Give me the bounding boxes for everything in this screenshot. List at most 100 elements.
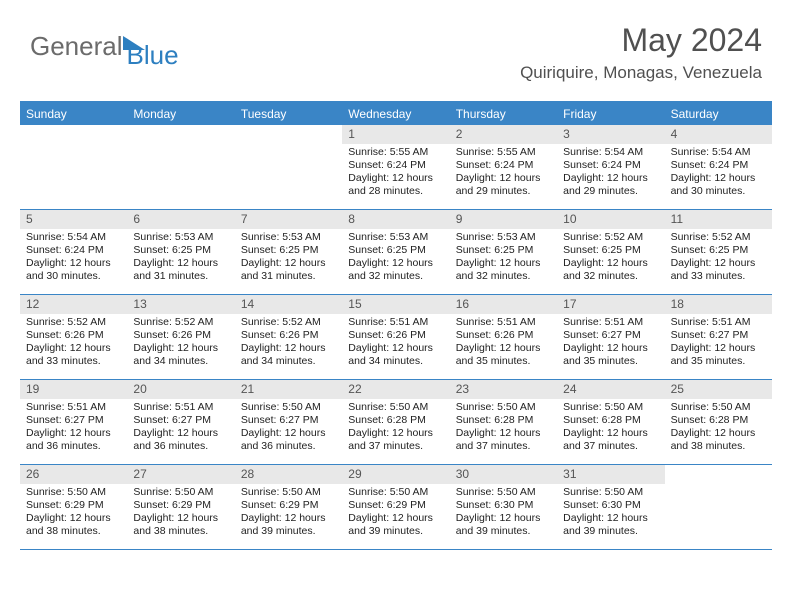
sunrise-line: Sunrise: 5:53 AM — [348, 231, 443, 244]
calendar-cell: 6Sunrise: 5:53 AMSunset: 6:25 PMDaylight… — [127, 210, 234, 294]
day-number: 1 — [342, 125, 449, 144]
sunset-line: Sunset: 6:26 PM — [348, 329, 443, 342]
day-number: 17 — [557, 295, 664, 314]
calendar-cell: 8Sunrise: 5:53 AMSunset: 6:25 PMDaylight… — [342, 210, 449, 294]
day-number: 8 — [342, 210, 449, 229]
day-number: 7 — [235, 210, 342, 229]
calendar-cell: 1Sunrise: 5:55 AMSunset: 6:24 PMDaylight… — [342, 125, 449, 209]
day-number: 3 — [557, 125, 664, 144]
calendar-cell: 27 Sunrise: 5:50 AMSunset: 6:29 PMDayligh… — [127, 465, 234, 549]
sunset-line: Sunset: 6:29 PM — [26, 499, 121, 512]
calendar-week: 19Sunrise: 5:51 AMSunset: 6:27 PMDayligh… — [20, 380, 772, 465]
day-number: 24 — [557, 380, 664, 399]
sunrise-line: Sunrise: 5:52 AM — [133, 316, 228, 329]
sunrise-line: Sunrise: 5:50 AM — [671, 401, 766, 414]
sunrise-line: Sunrise: 5:55 AM — [456, 146, 551, 159]
sunset-line: Sunset: 6:26 PM — [133, 329, 228, 342]
sunset-line: Sunset: 6:24 PM — [671, 159, 766, 172]
sunrise-line: Sunrise: 5:51 AM — [671, 316, 766, 329]
calendar-cell: 19Sunrise: 5:51 AMSunset: 6:27 PMDayligh… — [20, 380, 127, 464]
day-details: Sunrise: 5:54 AMSunset: 6:24 PMDaylight:… — [557, 144, 664, 203]
daylight-line: Daylight: 12 hours and 38 minutes. — [26, 512, 121, 538]
daylight-line: Daylight: 12 hours and 38 minutes. — [133, 512, 228, 538]
sunrise-line: Sunrise: 5:50 AM — [456, 401, 551, 414]
daylight-line: Daylight: 12 hours and 39 minutes. — [563, 512, 658, 538]
calendar-week: 12Sunrise: 5:52 AMSunset: 6:26 PMDayligh… — [20, 295, 772, 380]
calendar-week: 26Sunrise: 5:50 AMSunset: 6:29 PMDayligh… — [20, 465, 772, 550]
sunset-line: Sunset: 6:30 PM — [456, 499, 551, 512]
sunset-line: Sunset: 6:26 PM — [26, 329, 121, 342]
day-number: 29 — [342, 465, 449, 484]
sunset-line: Sunset: 6:27 PM — [563, 329, 658, 342]
day-number: 13 — [127, 295, 234, 314]
sunset-line: Sunset: 6:27 PM — [133, 414, 228, 427]
day-details: Sunrise: 5:50 AMSunset: 6:28 PMDaylight:… — [665, 399, 772, 458]
day-header: Monday — [127, 103, 234, 125]
daylight-line: Daylight: 12 hours and 35 minutes. — [456, 342, 551, 368]
calendar-cell: 30Sunrise: 5:50 AMSunset: 6:30 PMDayligh… — [450, 465, 557, 549]
sunset-line: Sunset: 6:27 PM — [26, 414, 121, 427]
day-details: Sunrise: 5:51 AMSunset: 6:27 PMDaylight:… — [665, 314, 772, 373]
day-number: 23 — [450, 380, 557, 399]
calendar-cell: 11Sunrise: 5:52 AMSunset: 6:25 PMDayligh… — [665, 210, 772, 294]
calendar-cell: 16Sunrise: 5:51 AMSunset: 6:26 PMDayligh… — [450, 295, 557, 379]
calendar-cell: 3Sunrise: 5:54 AMSunset: 6:24 PMDaylight… — [557, 125, 664, 209]
calendar-cell: 21Sunrise: 5:50 AMSunset: 6:27 PMDayligh… — [235, 380, 342, 464]
daylight-line: Daylight: 12 hours and 39 minutes. — [241, 512, 336, 538]
day-number: 10 — [557, 210, 664, 229]
day-number: 16 — [450, 295, 557, 314]
sunset-line: Sunset: 6:24 PM — [348, 159, 443, 172]
day-number: 6 — [127, 210, 234, 229]
sunset-line: Sunset: 6:24 PM — [26, 244, 121, 257]
sunrise-line: Sunrise: 5:51 AM — [26, 401, 121, 414]
daylight-line: Daylight: 12 hours and 36 minutes. — [133, 427, 228, 453]
daylight-line: Daylight: 12 hours and 37 minutes. — [456, 427, 551, 453]
sunrise-line: Sunrise: 5:50 AM — [563, 486, 658, 499]
logo: General Blue — [30, 22, 179, 71]
day-details: Sunrise: 5:55 AMSunset: 6:24 PMDaylight:… — [450, 144, 557, 203]
sunrise-line: Sunrise: 5:53 AM — [133, 231, 228, 244]
calendar-cell — [127, 125, 234, 209]
day-details: Sunrise: 5:53 AMSunset: 6:25 PMDaylight:… — [450, 229, 557, 288]
day-number: 31 — [557, 465, 664, 484]
day-number: 14 — [235, 295, 342, 314]
day-headers-row: SundayMondayTuesdayWednesdayThursdayFrid… — [20, 103, 772, 125]
sunset-line: Sunset: 6:29 PM — [133, 499, 228, 512]
calendar-cell: 7Sunrise: 5:53 AMSunset: 6:25 PMDaylight… — [235, 210, 342, 294]
daylight-line: Daylight: 12 hours and 34 minutes. — [348, 342, 443, 368]
day-details: Sunrise: 5:50 AMSunset: 6:29 PMDaylight:… — [342, 484, 449, 543]
daylight-line: Daylight: 12 hours and 32 minutes. — [563, 257, 658, 283]
day-details: Sunrise: 5:50 AMSunset: 6:29 PMDaylight:… — [235, 484, 342, 543]
sunset-line: Sunset: 6:27 PM — [241, 414, 336, 427]
page-title: May 2024 — [520, 22, 762, 59]
day-details: Sunrise: 5:50 AMSunset: 6:28 PMDaylight:… — [450, 399, 557, 458]
day-details: Sunrise: 5:51 AMSunset: 6:27 PMDaylight:… — [557, 314, 664, 373]
daylight-line: Daylight: 12 hours and 29 minutes. — [456, 172, 551, 198]
daylight-line: Daylight: 12 hours and 34 minutes. — [133, 342, 228, 368]
daylight-line: Daylight: 12 hours and 30 minutes. — [671, 172, 766, 198]
day-number: 20 — [127, 380, 234, 399]
calendar-cell — [20, 125, 127, 209]
calendar-cell: 23Sunrise: 5:50 AMSunset: 6:28 PMDayligh… — [450, 380, 557, 464]
day-details: Sunrise: 5:55 AMSunset: 6:24 PMDaylight:… — [342, 144, 449, 203]
sunrise-line: Sunrise: 5:54 AM — [671, 146, 766, 159]
sunrise-line: Sunrise: 5:50 AM — [133, 486, 228, 499]
day-number: 15 — [342, 295, 449, 314]
sunset-line: Sunset: 6:25 PM — [563, 244, 658, 257]
calendar-cell: 14Sunrise: 5:52 AMSunset: 6:26 PMDayligh… — [235, 295, 342, 379]
calendar-week: 5Sunrise: 5:54 AMSunset: 6:24 PMDaylight… — [20, 210, 772, 295]
sunset-line: Sunset: 6:25 PM — [241, 244, 336, 257]
calendar-cell: 31Sunrise: 5:50 AMSunset: 6:30 PMDayligh… — [557, 465, 664, 549]
daylight-line: Daylight: 12 hours and 36 minutes. — [26, 427, 121, 453]
daylight-line: Daylight: 12 hours and 32 minutes. — [456, 257, 551, 283]
day-details: Sunrise: 5:52 AMSunset: 6:26 PMDaylight:… — [235, 314, 342, 373]
daylight-line: Daylight: 12 hours and 38 minutes. — [671, 427, 766, 453]
sunrise-line: Sunrise: 5:50 AM — [241, 486, 336, 499]
sunrise-line: Sunrise: 5:50 AM — [26, 486, 121, 499]
day-number: 21 — [235, 380, 342, 399]
day-number: 27 — [127, 465, 234, 484]
sunrise-line: Sunrise: 5:52 AM — [671, 231, 766, 244]
sunset-line: Sunset: 6:29 PM — [241, 499, 336, 512]
day-details: Sunrise: 5:51 AMSunset: 6:27 PMDaylight:… — [127, 399, 234, 458]
sunrise-line: Sunrise: 5:51 AM — [133, 401, 228, 414]
